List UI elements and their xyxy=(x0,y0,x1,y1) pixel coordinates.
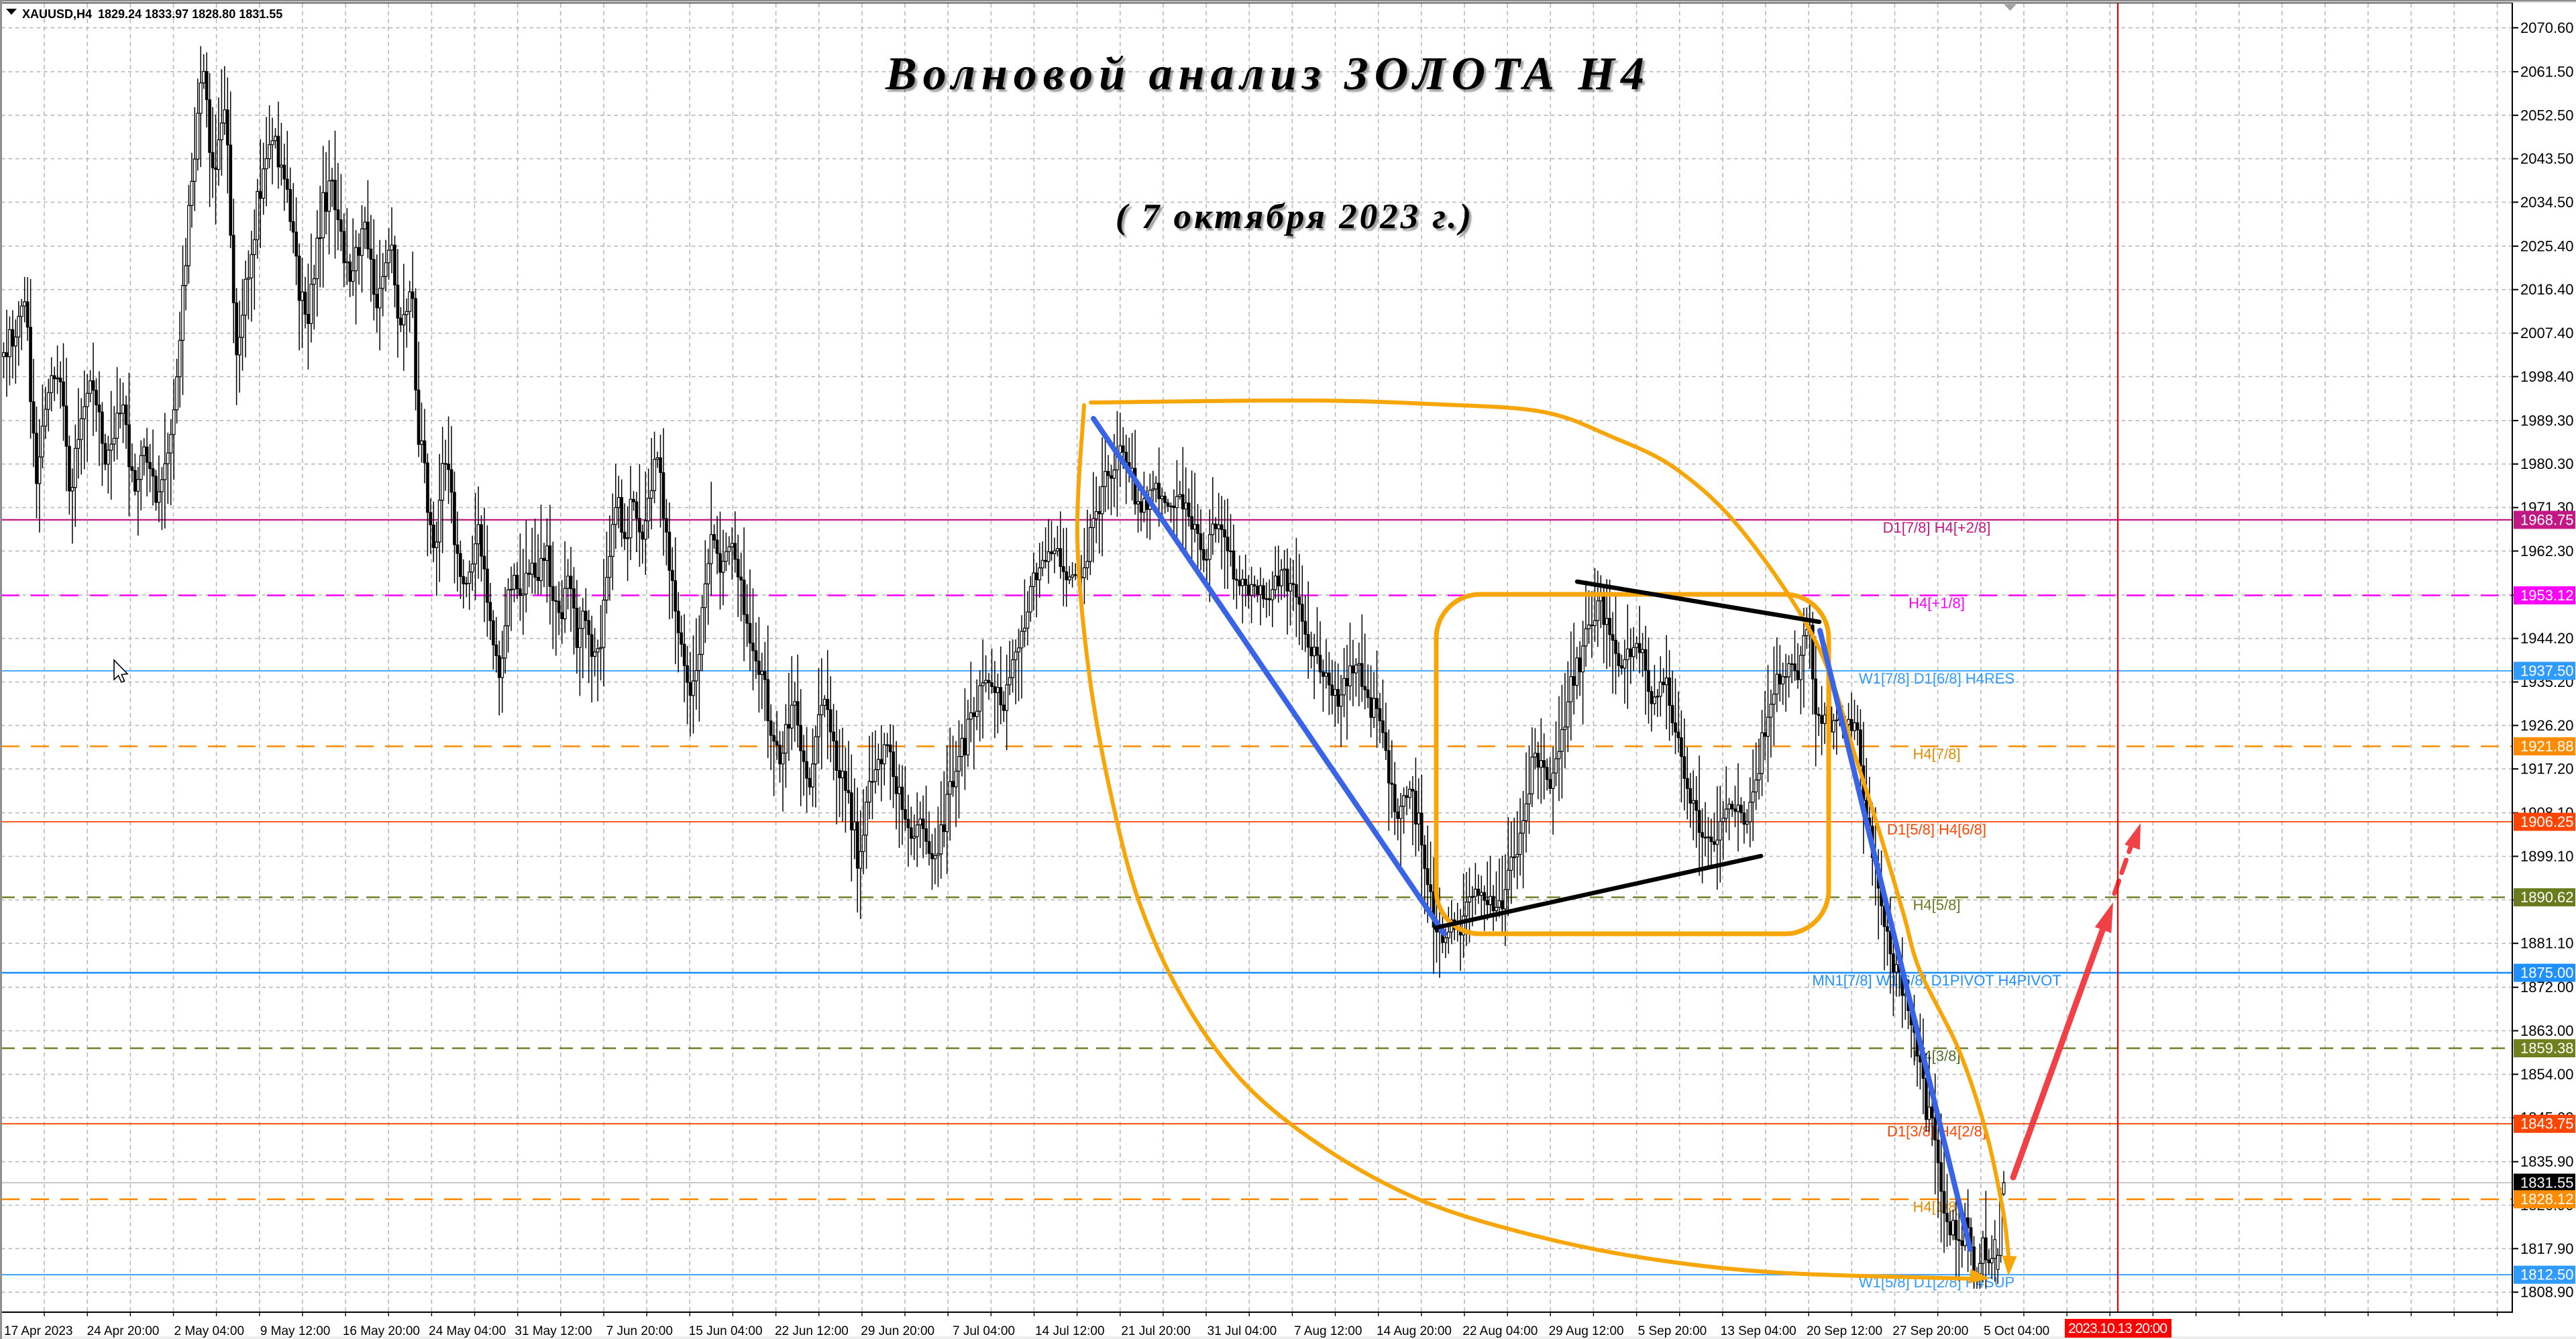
svg-text:2007.40: 2007.40 xyxy=(2520,325,2574,341)
svg-text:1917.20: 1917.20 xyxy=(2520,761,2574,778)
svg-text:1906.25: 1906.25 xyxy=(2520,814,2574,831)
svg-text:2034.50: 2034.50 xyxy=(2520,194,2574,211)
svg-text:1863.00: 1863.00 xyxy=(2520,1022,2574,1039)
svg-text:29 Jun 20:00: 29 Jun 20:00 xyxy=(861,1324,934,1338)
svg-text:1962.30: 1962.30 xyxy=(2520,543,2574,559)
svg-text:1890.62: 1890.62 xyxy=(2520,889,2574,906)
svg-text:1980.30: 1980.30 xyxy=(2520,456,2574,472)
svg-text:22 Jun 12:00: 22 Jun 12:00 xyxy=(775,1324,849,1338)
svg-text:31 May 12:00: 31 May 12:00 xyxy=(515,1324,592,1338)
svg-text:1968.75: 1968.75 xyxy=(2520,511,2574,528)
svg-text:1829.24 1833.97 1828.80 1831.5: 1829.24 1833.97 1828.80 1831.55 xyxy=(98,7,282,21)
svg-text:1831.55: 1831.55 xyxy=(2520,1175,2574,1191)
svg-text:22 Aug 04:00: 22 Aug 04:00 xyxy=(1462,1324,1538,1338)
svg-text:1812.50: 1812.50 xyxy=(2520,1267,2574,1283)
svg-text:1854.00: 1854.00 xyxy=(2520,1066,2574,1083)
svg-text:1859.38: 1859.38 xyxy=(2520,1040,2574,1057)
svg-text:2025.40: 2025.40 xyxy=(2520,237,2574,254)
svg-text:24 May 04:00: 24 May 04:00 xyxy=(429,1324,506,1338)
svg-text:2043.50: 2043.50 xyxy=(2520,150,2574,167)
svg-text:1843.75: 1843.75 xyxy=(2520,1116,2574,1132)
svg-text:( 7 октября 2023 г.): ( 7 октября 2023 г.) xyxy=(1116,197,1474,236)
svg-text:1921.88: 1921.88 xyxy=(2520,738,2574,755)
svg-text:9 May 12:00: 9 May 12:00 xyxy=(260,1324,331,1338)
svg-text:H4[1/8]: H4[1/8] xyxy=(1913,1199,1961,1216)
svg-text:1953.12: 1953.12 xyxy=(2520,587,2574,604)
svg-text:W1[7/8] D1[6/8] H4RES: W1[7/8] D1[6/8] H4RES xyxy=(1859,670,2015,687)
svg-text:2061.50: 2061.50 xyxy=(2520,63,2574,80)
svg-text:2070.60: 2070.60 xyxy=(2520,19,2574,36)
svg-text:7 Jul 04:00: 7 Jul 04:00 xyxy=(953,1324,1015,1338)
svg-text:1998.40: 1998.40 xyxy=(2520,368,2574,385)
svg-text:1881.10: 1881.10 xyxy=(2520,935,2574,952)
svg-text:16 May 20:00: 16 May 20:00 xyxy=(343,1324,420,1338)
svg-text:H4[+1/8]: H4[+1/8] xyxy=(1909,595,1965,612)
svg-text:1808.90: 1808.90 xyxy=(2520,1284,2574,1301)
svg-text:27 Sep 20:00: 27 Sep 20:00 xyxy=(1892,1324,1968,1338)
svg-text:MN1[7/8] W1[6/8] D1PIVOT H4PIV: MN1[7/8] W1[6/8] D1PIVOT H4PIVOT xyxy=(1812,972,2061,989)
svg-text:29 Aug 12:00: 29 Aug 12:00 xyxy=(1549,1324,1624,1338)
svg-text:15 Jun 04:00: 15 Jun 04:00 xyxy=(689,1324,763,1338)
svg-text:H4[5/8]: H4[5/8] xyxy=(1913,897,1961,914)
svg-text:1899.10: 1899.10 xyxy=(2520,848,2574,865)
svg-text:20 Sep 12:00: 20 Sep 12:00 xyxy=(1807,1324,1882,1338)
svg-text:1937.50: 1937.50 xyxy=(2520,663,2574,680)
svg-text:7 Jun 20:00: 7 Jun 20:00 xyxy=(606,1324,673,1338)
svg-text:2016.40: 2016.40 xyxy=(2520,281,2574,298)
svg-text:D1[5/8] H4[6/8]: D1[5/8] H4[6/8] xyxy=(1887,821,1986,838)
svg-text:17 Apr 2023: 17 Apr 2023 xyxy=(4,1324,72,1338)
svg-text:1875.00: 1875.00 xyxy=(2520,965,2574,981)
svg-text:Волновой анализ ЗОЛОТА Н4: Волновой анализ ЗОЛОТА Н4 xyxy=(885,48,1650,100)
svg-text:1828.12: 1828.12 xyxy=(2520,1191,2574,1208)
svg-text:D1[7/8] H4[+2/8]: D1[7/8] H4[+2/8] xyxy=(1883,519,1991,536)
svg-text:31 Jul 04:00: 31 Jul 04:00 xyxy=(1208,1324,1277,1338)
svg-text:2023.10.13 20:00: 2023.10.13 20:00 xyxy=(2068,1321,2167,1336)
svg-text:1944.20: 1944.20 xyxy=(2520,630,2574,647)
svg-text:1835.90: 1835.90 xyxy=(2520,1153,2574,1170)
svg-text:1989.30: 1989.30 xyxy=(2520,412,2574,429)
svg-text:14 Aug 20:00: 14 Aug 20:00 xyxy=(1377,1324,1452,1338)
svg-text:H4[7/8]: H4[7/8] xyxy=(1913,746,1961,763)
svg-text:1817.90: 1817.90 xyxy=(2520,1240,2574,1257)
svg-text:2 May 04:00: 2 May 04:00 xyxy=(174,1324,245,1338)
svg-text:14 Jul 12:00: 14 Jul 12:00 xyxy=(1035,1324,1105,1338)
svg-text:13 Sep 04:00: 13 Sep 04:00 xyxy=(1721,1324,1796,1338)
svg-text:21 Jul 20:00: 21 Jul 20:00 xyxy=(1121,1324,1191,1338)
svg-text:7 Aug 12:00: 7 Aug 12:00 xyxy=(1294,1324,1362,1338)
svg-text:5 Sep 20:00: 5 Sep 20:00 xyxy=(1638,1324,1707,1338)
svg-text:2052.50: 2052.50 xyxy=(2520,107,2574,123)
svg-text:1926.20: 1926.20 xyxy=(2520,717,2574,734)
svg-text:XAUUSD,H4: XAUUSD,H4 xyxy=(22,7,92,21)
svg-text:5 Oct 04:00: 5 Oct 04:00 xyxy=(1984,1324,2049,1338)
svg-text:24 Apr 20:00: 24 Apr 20:00 xyxy=(87,1324,160,1338)
